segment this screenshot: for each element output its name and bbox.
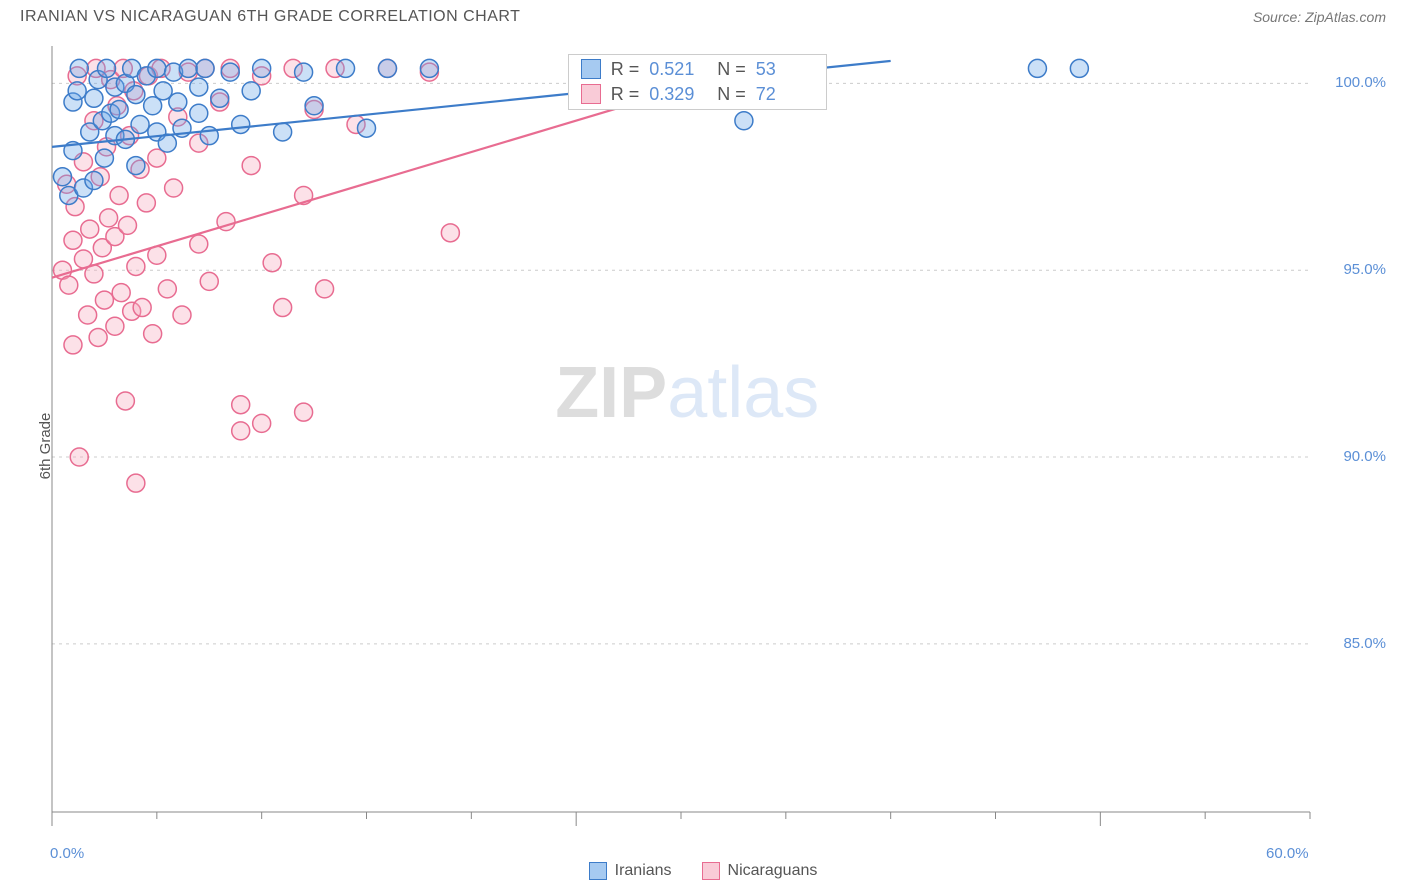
series-nicaraguans: [53, 59, 459, 492]
stats-n-label: N =: [717, 84, 746, 105]
stats-n-value: 72: [756, 84, 814, 105]
chart-title: IRANIAN VS NICARAGUAN 6TH GRADE CORRELAT…: [20, 8, 520, 26]
y-tick-label: 95.0%: [1343, 261, 1386, 278]
stats-row: R = 0.329 N = 72: [569, 82, 826, 107]
source-attribution: Source: ZipAtlas.com: [1253, 9, 1386, 25]
legend-swatch: [702, 862, 720, 880]
scatter-plot: [48, 44, 1386, 834]
chart-area: [48, 44, 1386, 834]
legend-label: Nicaraguans: [728, 862, 818, 879]
legend-item: Iranians: [589, 862, 672, 880]
stats-n-value: 53: [756, 59, 814, 80]
legend-label: Iranians: [615, 862, 672, 879]
series-swatch: [581, 84, 601, 104]
series-legend: Iranians Nicaraguans: [0, 862, 1406, 880]
stats-r-label: R =: [611, 84, 640, 105]
y-tick-label: 85.0%: [1343, 635, 1386, 652]
y-tick-label: 100.0%: [1335, 74, 1386, 91]
x-tick-label: 60.0%: [1266, 845, 1309, 862]
stats-r-value: 0.329: [649, 84, 707, 105]
stats-r-label: R =: [611, 59, 640, 80]
stats-box: R = 0.521 N = 53 R = 0.329 N = 72: [568, 54, 827, 110]
x-tick-label: 0.0%: [50, 845, 84, 862]
stats-row: R = 0.521 N = 53: [569, 57, 826, 82]
stats-n-label: N =: [717, 59, 746, 80]
stats-r-value: 0.521: [649, 59, 707, 80]
y-tick-label: 90.0%: [1343, 448, 1386, 465]
legend-swatch: [589, 862, 607, 880]
chart-header: IRANIAN VS NICARAGUAN 6TH GRADE CORRELAT…: [0, 0, 1406, 30]
series-swatch: [581, 59, 601, 79]
legend-item: Nicaraguans: [702, 862, 818, 880]
